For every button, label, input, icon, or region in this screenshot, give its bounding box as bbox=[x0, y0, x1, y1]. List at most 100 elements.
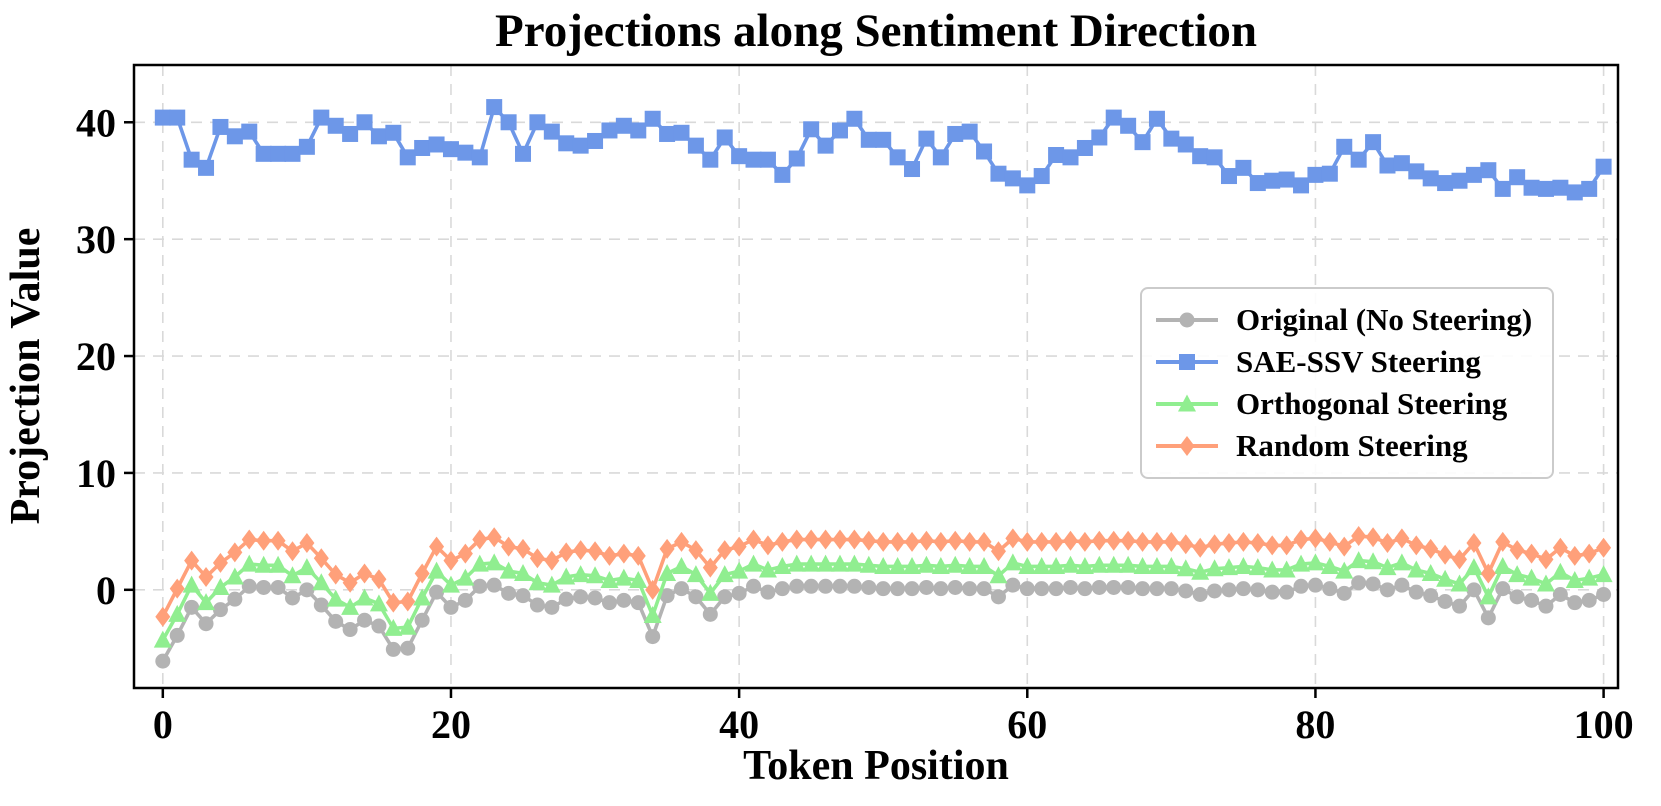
square-marker bbox=[1264, 172, 1281, 189]
legend: Original (No Steering) SAE-SSV Steering Or… bbox=[1140, 287, 1555, 479]
square-marker bbox=[1494, 180, 1511, 197]
triangle-marker bbox=[1292, 554, 1311, 572]
diamond-marker bbox=[1293, 529, 1309, 550]
circle-marker bbox=[1178, 583, 1194, 599]
diamond-marker bbox=[1365, 527, 1381, 548]
circle-marker bbox=[1379, 582, 1395, 598]
diamond-marker bbox=[1538, 549, 1554, 570]
circle-marker bbox=[1452, 598, 1468, 614]
triangle-marker bbox=[1119, 555, 1138, 573]
legend-label: SAE-SSV Steering bbox=[1236, 344, 1481, 379]
square-marker bbox=[990, 165, 1007, 182]
diamond-marker bbox=[1480, 563, 1496, 584]
diamond-marker bbox=[1552, 537, 1568, 558]
triangle-marker bbox=[658, 563, 677, 581]
square-marker bbox=[356, 114, 373, 131]
circle-marker bbox=[673, 581, 689, 597]
square-marker bbox=[558, 135, 575, 152]
square-marker bbox=[198, 159, 215, 176]
circle-marker bbox=[1552, 586, 1568, 602]
square-marker bbox=[817, 137, 834, 154]
diamond-marker bbox=[558, 542, 574, 563]
circle-marker bbox=[227, 591, 243, 607]
triangle-marker bbox=[441, 575, 460, 593]
legend-label: Random Steering bbox=[1236, 428, 1468, 463]
circle-marker bbox=[1437, 594, 1453, 610]
triangle-marker bbox=[845, 554, 864, 572]
triangle-marker bbox=[1018, 556, 1037, 574]
square-marker bbox=[904, 161, 921, 178]
diamond-marker bbox=[1379, 533, 1395, 554]
triangle-marker bbox=[168, 604, 187, 622]
circle-marker bbox=[861, 579, 877, 595]
square-marker bbox=[918, 130, 935, 147]
circle-marker bbox=[1120, 579, 1136, 595]
circle-marker bbox=[760, 584, 776, 600]
circle-marker bbox=[947, 579, 963, 595]
circle-marker bbox=[529, 597, 545, 613]
diamond-marker bbox=[1466, 533, 1482, 554]
square-marker bbox=[270, 145, 287, 162]
square-marker bbox=[1062, 149, 1079, 166]
triangle-marker bbox=[1536, 574, 1555, 592]
diamond-marker bbox=[1423, 538, 1439, 559]
diamond-marker bbox=[1394, 528, 1410, 549]
triangle-marker bbox=[586, 566, 605, 584]
square-marker bbox=[572, 137, 589, 154]
diamond-marker bbox=[155, 606, 171, 627]
square-marker bbox=[1179, 354, 1195, 370]
circle-marker bbox=[1466, 582, 1482, 598]
square-marker bbox=[486, 99, 503, 116]
plot-border bbox=[132, 63, 1620, 690]
circle-marker bbox=[630, 595, 646, 611]
circle-marker bbox=[789, 578, 805, 594]
x-axis-label: Token Position bbox=[743, 743, 1009, 789]
square-marker bbox=[1235, 159, 1252, 176]
square-marker bbox=[1437, 175, 1454, 192]
diamond-marker bbox=[774, 531, 790, 552]
circle-marker bbox=[1365, 576, 1381, 592]
triangle-marker bbox=[1003, 553, 1022, 571]
square-marker bbox=[601, 122, 618, 139]
square-marker bbox=[241, 123, 258, 140]
circle-marker bbox=[385, 641, 401, 657]
x-tick-label: 0 bbox=[153, 702, 173, 747]
square-marker bbox=[976, 143, 993, 160]
square-marker bbox=[1192, 148, 1209, 165]
square-marker bbox=[1537, 180, 1554, 197]
triangle-marker bbox=[1178, 394, 1196, 412]
square-marker bbox=[457, 144, 474, 161]
diamond-marker bbox=[1509, 540, 1525, 561]
triangle-marker bbox=[225, 567, 244, 585]
circle-marker bbox=[457, 592, 473, 608]
square-marker bbox=[1163, 130, 1180, 147]
square-marker bbox=[831, 122, 848, 139]
triangle-marker bbox=[1493, 556, 1512, 574]
diamond-marker bbox=[875, 531, 891, 552]
diamond-marker bbox=[1336, 536, 1352, 557]
circle-marker bbox=[1207, 583, 1223, 599]
circle-marker bbox=[241, 578, 257, 594]
circle-marker bbox=[1192, 586, 1208, 602]
diamond-marker bbox=[1250, 533, 1266, 554]
circle-marker bbox=[1336, 585, 1352, 601]
triangle-marker bbox=[773, 556, 792, 574]
circle-marker bbox=[515, 588, 531, 604]
circle-marker bbox=[1408, 584, 1424, 600]
y-tick-label: 0 bbox=[96, 568, 116, 613]
square-marker bbox=[298, 138, 315, 155]
square-marker bbox=[875, 131, 892, 148]
square-marker bbox=[788, 150, 805, 167]
square-marker bbox=[1595, 158, 1612, 175]
diamond-marker bbox=[313, 548, 329, 569]
diamond-marker bbox=[227, 542, 243, 563]
triangle-marker bbox=[499, 561, 518, 579]
circle-marker bbox=[486, 577, 502, 593]
x-tick-label: 20 bbox=[431, 702, 471, 747]
diamond-marker bbox=[270, 530, 286, 551]
triangle-marker bbox=[1464, 558, 1483, 576]
diamond-marker bbox=[1452, 549, 1468, 570]
circle-marker bbox=[976, 581, 992, 597]
circle-marker bbox=[1005, 577, 1021, 593]
triangle-marker bbox=[297, 558, 316, 576]
